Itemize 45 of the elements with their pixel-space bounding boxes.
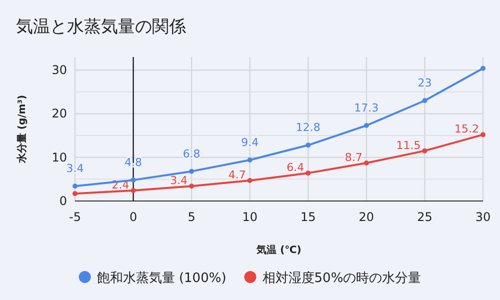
point [364, 160, 369, 166]
point [247, 178, 252, 183]
point [189, 184, 194, 189]
x-tick-label: 5 [188, 210, 196, 224]
point [72, 191, 78, 196]
data-label: 6.4 [286, 161, 304, 174]
x-tick-label: 20 [358, 210, 374, 224]
y-tick-label: 30 [52, 63, 67, 78]
y-tick-label: 10 [52, 150, 67, 164]
data-label: 4.7 [228, 168, 246, 182]
point [306, 142, 311, 148]
y-tick-label: 0 [59, 194, 67, 208]
data-label: 9.4 [241, 136, 259, 149]
point [247, 157, 252, 162]
data-label: 8.7 [344, 151, 362, 164]
x-tick-label: 10 [242, 210, 258, 224]
data-label: 15.2 [454, 122, 479, 136]
x-tick-label: 15 [300, 210, 316, 224]
x-axis-title: 気温 (℃) [256, 244, 302, 256]
data-label: 3.4 [66, 162, 84, 176]
x-tick-label: 25 [417, 210, 432, 224]
point [189, 168, 194, 174]
data-label: 12.8 [296, 121, 320, 134]
legend-label: 飽和水蒸気量 (100%) [96, 271, 226, 286]
data-label: 17.3 [354, 102, 379, 115]
point [422, 148, 428, 154]
point [364, 123, 369, 128]
point [130, 188, 136, 194]
data-label: 11.5 [396, 138, 421, 152]
point [130, 178, 136, 183]
legend-label: 相対湿度50%の時の水分量 [262, 270, 422, 286]
x-tick-label: 0 [129, 210, 138, 224]
point [422, 98, 428, 104]
point [72, 184, 78, 189]
point [306, 170, 311, 176]
chart-title: 気温と水蒸気量の関係 [16, 17, 186, 37]
data-label: 6.8 [182, 147, 200, 160]
y-tick-label: 20 [52, 106, 67, 121]
y-axis-title: 水分量 (g/m³) [16, 94, 28, 164]
point [480, 66, 486, 71]
point [480, 132, 486, 138]
x-tick-label: 30 [475, 210, 491, 224]
x-tick-label: -5 [69, 210, 81, 224]
data-label: 23 [418, 76, 432, 90]
data-label: 3.4 [170, 174, 188, 188]
